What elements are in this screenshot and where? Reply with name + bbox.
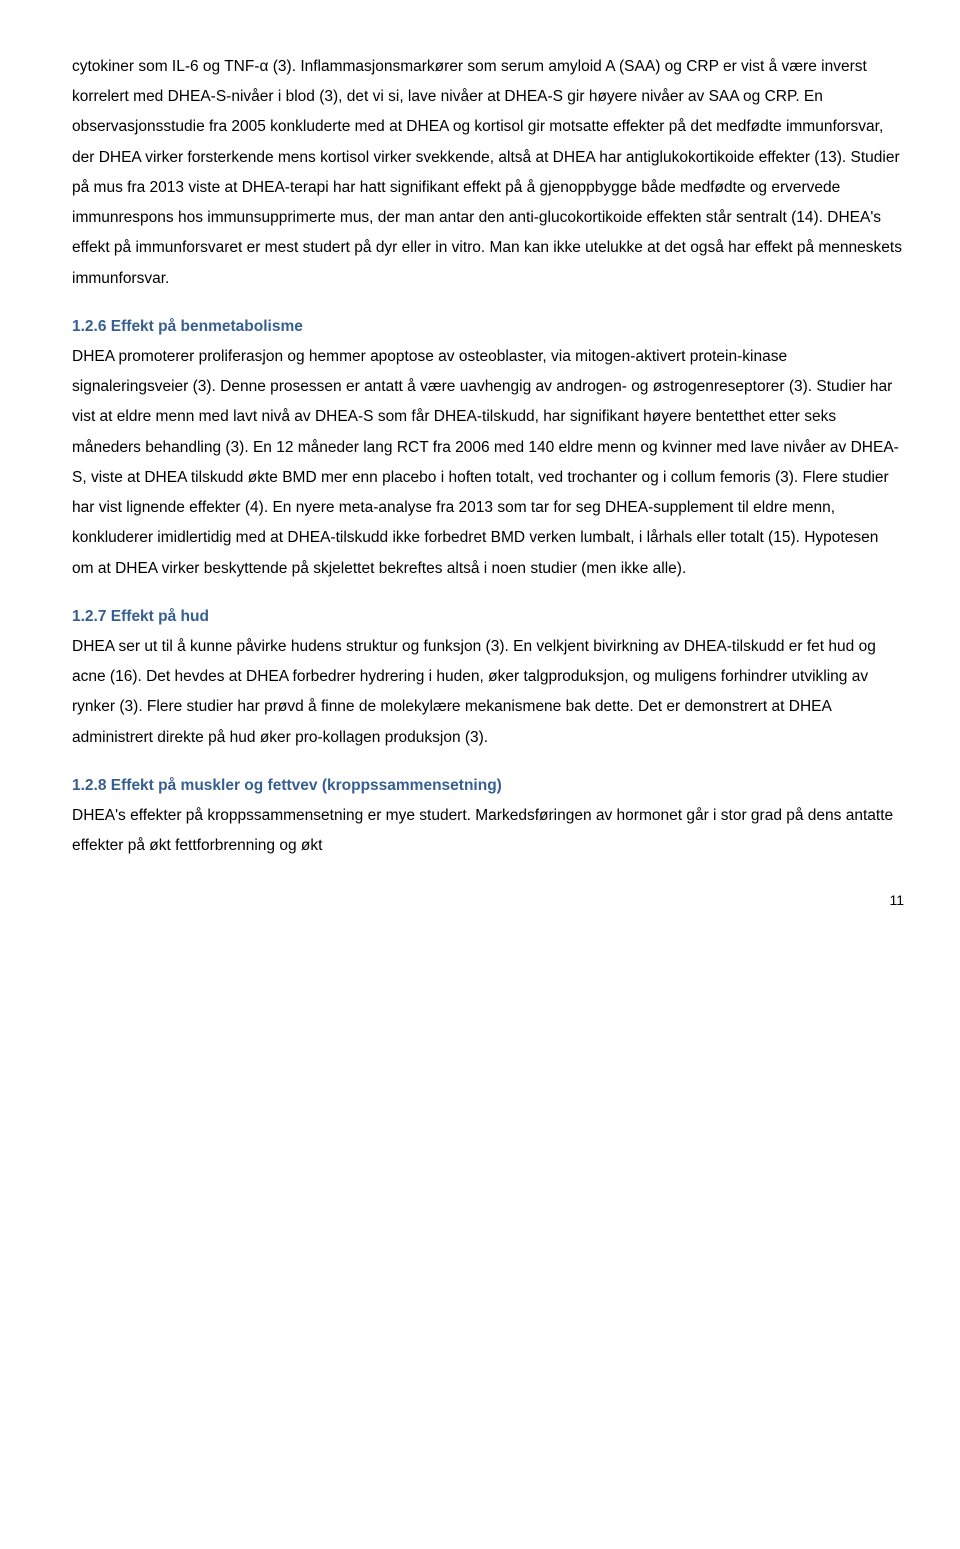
section-heading: 1.2.6 Effekt på benmetabolisme [72, 312, 904, 342]
body-paragraph: DHEA's effekter på kroppssammensetning e… [72, 801, 904, 861]
body-paragraph: DHEA ser ut til å kunne påvirke hudens s… [72, 632, 904, 753]
body-paragraph: DHEA promoterer proliferasjon og hemmer … [72, 342, 904, 584]
page-number: 11 [72, 887, 904, 914]
section-heading: 1.2.7 Effekt på hud [72, 602, 904, 632]
body-paragraph: cytokiner som IL-6 og TNF-α (3). Inflamm… [72, 52, 904, 294]
section-heading: 1.2.8 Effekt på muskler og fettvev (krop… [72, 771, 904, 801]
